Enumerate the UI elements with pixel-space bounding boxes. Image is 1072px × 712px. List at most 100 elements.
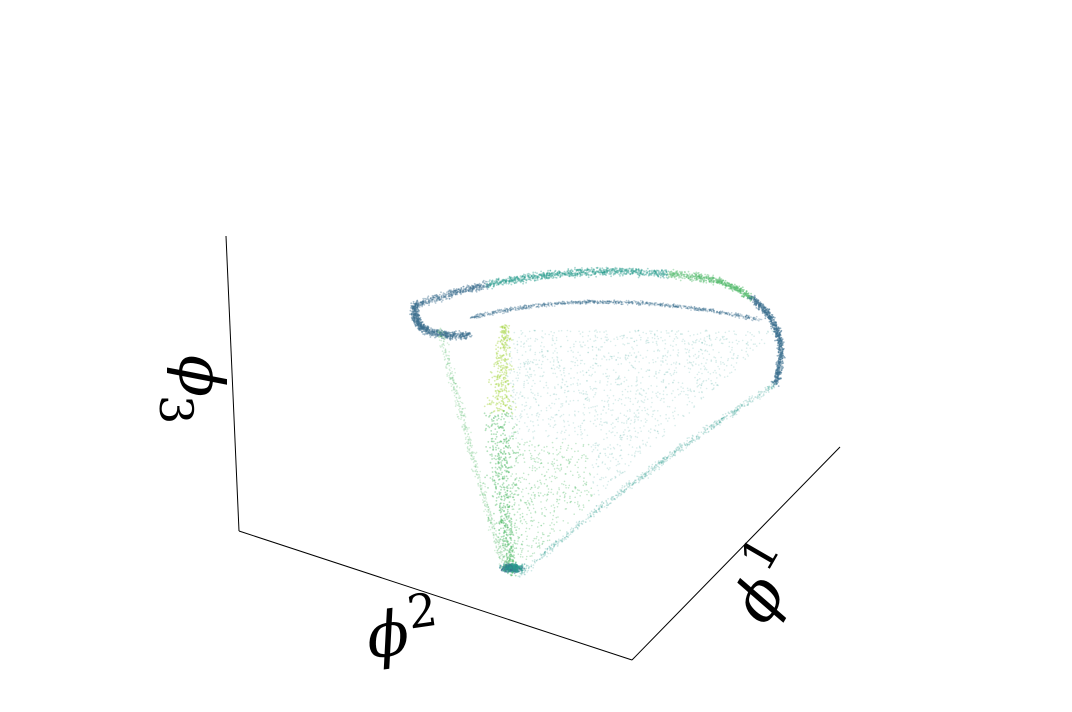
scatter-point	[536, 419, 539, 421]
scatter-point	[580, 345, 582, 348]
scatter-point	[606, 380, 609, 383]
scatter-point	[610, 431, 613, 434]
scatter-point	[584, 460, 587, 463]
scatter-point	[534, 382, 536, 385]
scatter-point	[494, 386, 497, 389]
scatter-point	[622, 471, 624, 474]
scatter-point	[529, 306, 532, 309]
scatter-point	[504, 540, 506, 542]
scatter-point	[435, 294, 438, 296]
scatter-point	[494, 415, 496, 417]
scatter-point	[532, 271, 535, 274]
scatter-point	[656, 349, 659, 352]
scatter-point	[568, 274, 571, 276]
scatter-point	[610, 453, 613, 456]
scatter-point	[621, 267, 624, 270]
scatter-point	[567, 350, 569, 353]
scatter-point	[502, 403, 505, 405]
scatter-point	[509, 405, 512, 407]
scatter-point	[537, 461, 539, 464]
scatter-point	[645, 273, 648, 276]
scatter-point	[607, 456, 609, 459]
scatter-point	[493, 422, 496, 425]
scatter-point	[592, 482, 595, 484]
scatter-point	[502, 543, 505, 545]
scatter-point	[543, 533, 545, 536]
scatter-point	[490, 440, 493, 443]
scatter-point	[663, 434, 665, 437]
scatter-point	[515, 478, 517, 480]
scatter-point	[521, 275, 524, 278]
scatter-point	[493, 379, 496, 382]
scatter-point	[499, 440, 502, 442]
scatter-point	[505, 349, 508, 351]
scatter-point	[614, 272, 617, 275]
scatter-point	[501, 326, 503, 329]
scatter-point	[547, 418, 550, 420]
scatter-point	[561, 455, 563, 458]
scatter-point	[496, 362, 499, 365]
scatter-point	[504, 381, 507, 383]
scatter-point	[505, 335, 508, 338]
scatter-point	[530, 487, 533, 489]
scatter-point	[493, 417, 495, 419]
scatter-point	[538, 444, 540, 447]
scatter-point	[495, 395, 498, 398]
scatter-point	[581, 359, 583, 362]
scatter-point	[500, 400, 503, 402]
scatter-point	[542, 495, 544, 497]
scatter-point	[505, 470, 508, 473]
scatter-point	[642, 357, 644, 360]
scatter-point	[504, 452, 507, 455]
scatter-point	[494, 486, 497, 489]
scatter-point	[708, 337, 711, 340]
scatter-point	[502, 482, 505, 485]
scatter-point	[635, 269, 638, 272]
scatter-point	[557, 516, 559, 518]
scatter-point	[503, 347, 506, 350]
scatter-point	[565, 429, 567, 432]
scatter-point	[503, 367, 506, 369]
scatter-point	[635, 385, 637, 387]
scatter-point	[702, 396, 705, 399]
scatter-point	[426, 302, 429, 305]
scatter-point	[728, 345, 730, 348]
scatter-point	[507, 358, 509, 361]
scatter-point	[585, 371, 588, 374]
scatter-point	[595, 329, 597, 331]
scatter-point	[508, 557, 511, 559]
scatter-point	[501, 459, 504, 462]
scatter-point	[507, 277, 509, 280]
scatter-point	[618, 269, 621, 272]
scatter-point	[613, 355, 615, 358]
scatter-point	[497, 462, 500, 464]
scatter-point	[507, 383, 510, 386]
scatter-point	[536, 535, 538, 538]
scatter-point	[504, 328, 507, 331]
scatter-point	[504, 376, 506, 379]
scatter-point	[526, 371, 529, 373]
scatter-point	[521, 534, 523, 536]
scatter-point	[617, 470, 619, 473]
scatter-point	[508, 368, 511, 371]
scatter-point	[692, 355, 695, 357]
scatter-point	[583, 454, 585, 456]
scatter-point	[549, 524, 551, 527]
scatter-point	[544, 515, 547, 517]
scatter-point	[747, 316, 750, 319]
scatter-point	[503, 495, 505, 497]
scatter-point	[548, 476, 551, 479]
scatter-point	[576, 382, 579, 385]
scatter-point	[503, 373, 505, 376]
scatter-point	[488, 378, 491, 381]
scatter-point	[520, 276, 523, 278]
scatter-point	[523, 501, 526, 504]
scatter-point	[509, 542, 512, 544]
scatter-point	[549, 361, 552, 363]
scatter-point	[598, 423, 601, 426]
scatter-point	[579, 354, 581, 357]
scatter-point	[594, 405, 596, 408]
scatter-point	[578, 271, 580, 274]
scatter-point	[539, 492, 542, 494]
scatter-point	[600, 429, 602, 431]
